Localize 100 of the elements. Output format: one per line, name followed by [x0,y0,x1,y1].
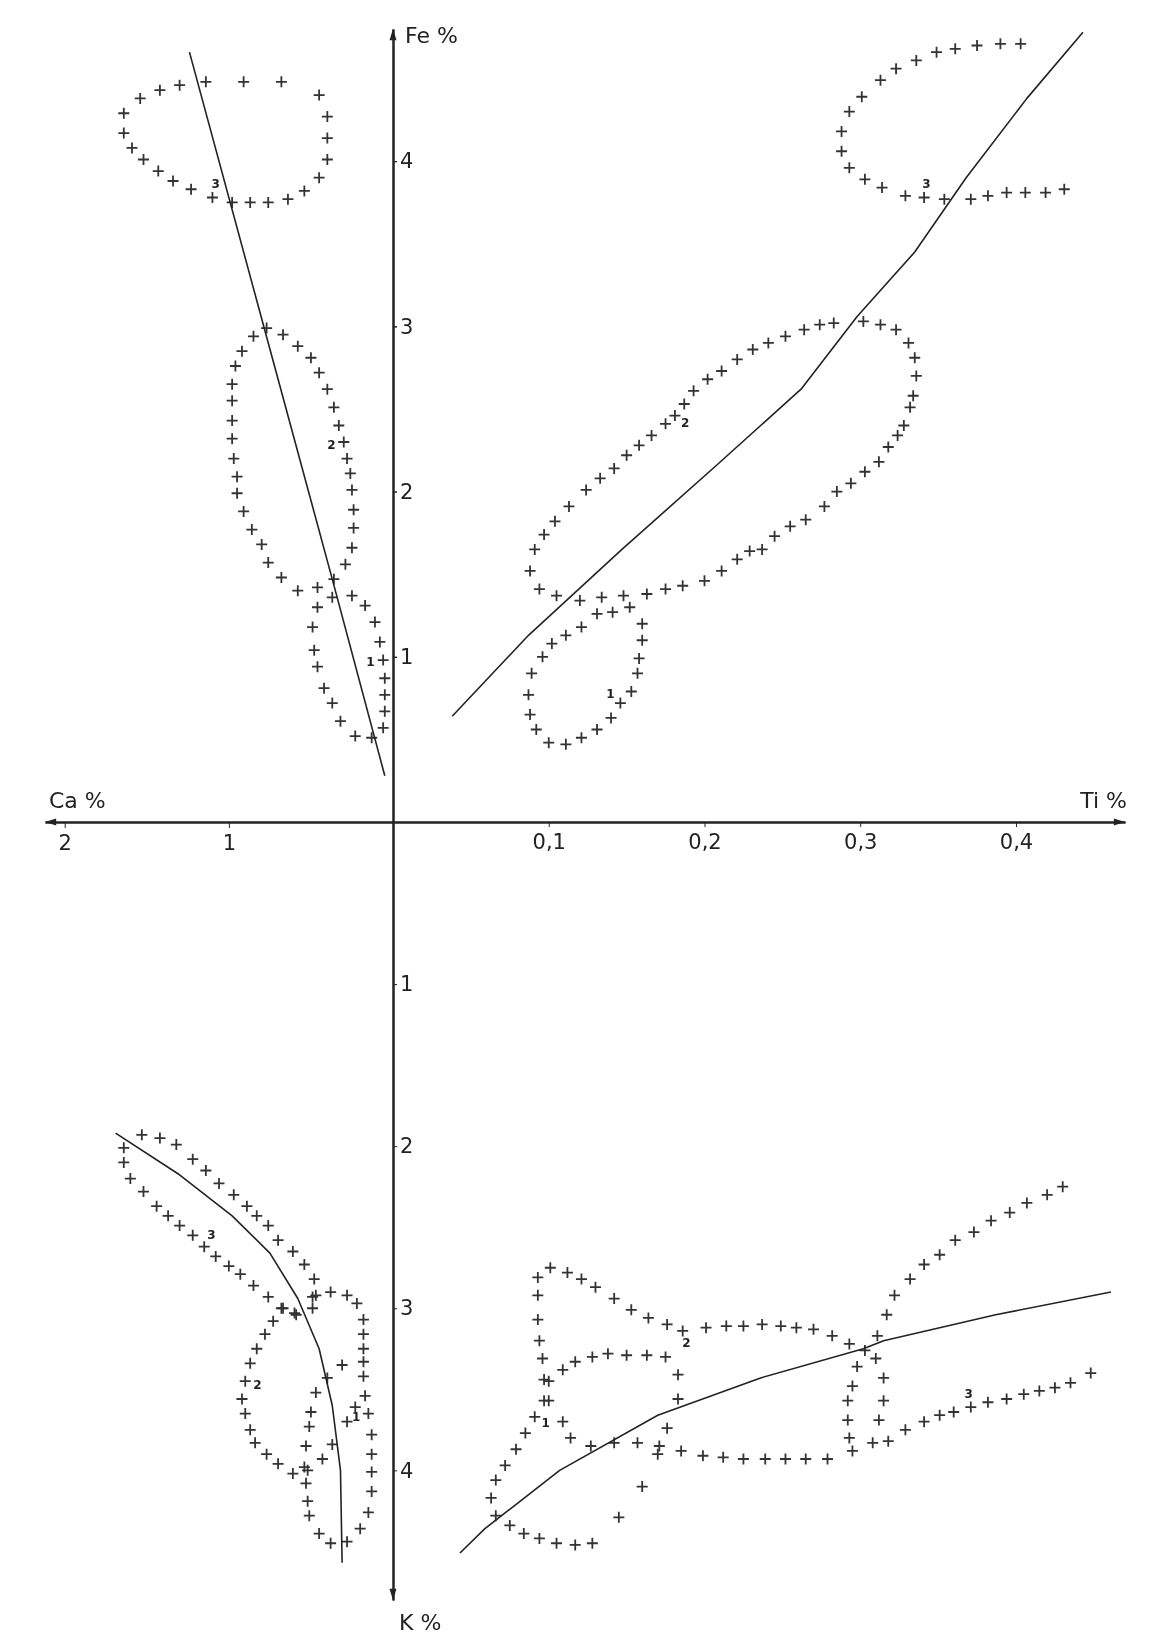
point [550,589,563,603]
point [701,372,714,386]
point [1040,1188,1054,1202]
point [1017,1387,1031,1401]
point [620,448,634,462]
point [340,1535,354,1549]
point [606,605,619,619]
point [311,660,324,674]
point [484,1491,498,1505]
series-label: 3 [964,1386,973,1401]
point [906,389,920,403]
series-label: 1 [351,1410,361,1425]
point [937,192,951,206]
series-label: 3 [211,177,220,192]
point [880,1308,894,1322]
point [730,353,744,366]
point [589,1280,602,1294]
point [225,196,239,209]
point [855,90,869,104]
point [266,1314,280,1328]
point [909,369,923,383]
point [842,105,856,118]
point [631,666,644,680]
point [325,1438,339,1451]
point [575,731,588,745]
point [660,1318,674,1331]
point [522,688,535,702]
point [312,1527,326,1540]
point [312,366,326,380]
point [325,590,339,604]
point [240,1199,254,1213]
point [261,556,275,570]
point [850,1360,864,1373]
point [320,131,334,145]
point [340,1288,354,1302]
point [297,1460,311,1474]
point [659,1350,672,1364]
point [568,1538,582,1552]
point [227,452,241,465]
point [378,671,392,685]
point [548,514,562,528]
point [186,1152,200,1166]
point [117,1155,131,1169]
point [274,75,288,89]
point [889,323,903,337]
point [518,1426,532,1440]
point [332,419,346,432]
point [875,181,889,194]
point [559,628,573,642]
line-series [114,1132,343,1564]
point [743,544,757,558]
point [357,1342,370,1356]
point [206,191,219,204]
point [297,1258,311,1271]
point [345,589,359,603]
point [579,483,593,497]
point [150,1199,164,1213]
y-tick-label: 2 [400,479,414,504]
point [312,171,326,185]
point [498,1459,512,1472]
point [908,351,922,365]
point [260,321,273,335]
point [755,543,769,556]
point [311,581,324,594]
point [376,653,390,667]
point [509,1442,523,1456]
point [378,688,392,702]
point [137,153,150,166]
point [593,471,607,485]
point [604,711,618,725]
point [327,572,341,586]
point [758,1452,772,1466]
point [981,1395,995,1409]
point [899,189,912,203]
point [818,500,831,513]
x-tick-label: 1 [222,830,237,855]
point [1018,186,1032,199]
point [365,1447,379,1461]
x-tick-label: 0,3 [844,829,878,854]
point [291,339,305,353]
point [186,1228,200,1242]
y-tick-label: 1 [400,645,414,670]
point [1020,1196,1034,1210]
point [612,1510,626,1524]
point [948,42,962,56]
point [250,1342,264,1356]
point [1039,186,1052,199]
point [368,615,382,629]
point [635,617,649,631]
point [299,1439,313,1453]
point [846,1444,859,1458]
point [632,438,646,452]
y-tick-label: 3 [400,314,414,339]
point [623,600,637,614]
point [640,1348,654,1362]
point [559,737,573,751]
point [902,336,915,350]
point [595,590,609,604]
point [1000,186,1014,199]
point [347,503,360,517]
